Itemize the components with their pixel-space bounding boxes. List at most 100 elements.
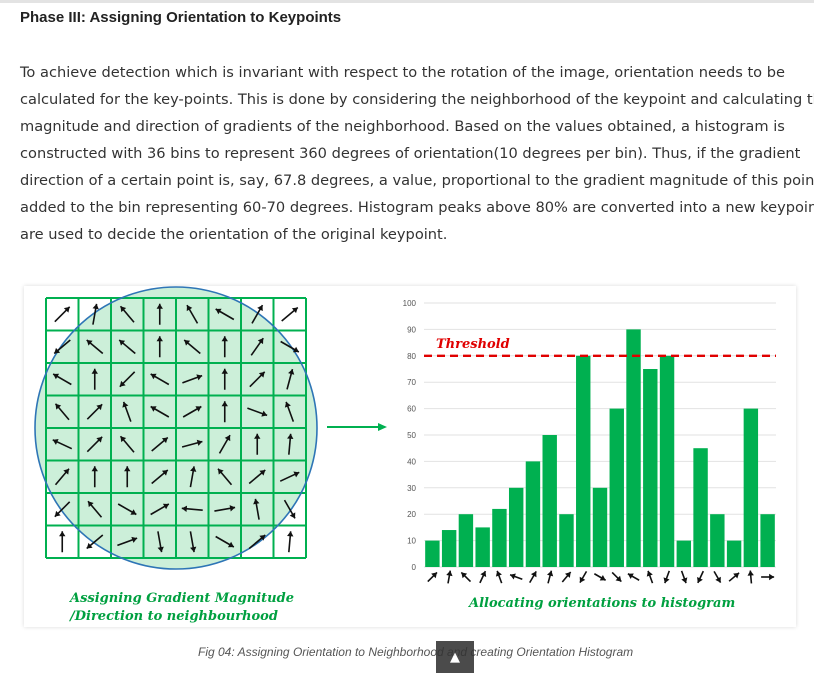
paragraph-line: magnitude and direction of gradients of … xyxy=(20,118,785,135)
histogram-bar xyxy=(508,487,524,567)
gradient-arrow-icon xyxy=(157,531,164,553)
orientation-arrow-icon xyxy=(460,571,472,583)
paragraph-line: are used to decide the orientation of th… xyxy=(20,226,448,243)
paragraph-line: constructed with 36 bins to represent 36… xyxy=(20,145,801,162)
histogram-bar xyxy=(676,540,692,567)
orientation-arrow-icon xyxy=(479,570,487,584)
orientation-arrow-icon xyxy=(529,570,537,584)
neighbourhood-circle-outline xyxy=(34,286,318,570)
orientation-arrow-icon xyxy=(728,572,740,582)
arrow-up-icon: ▲ xyxy=(450,649,460,665)
gradient-arrow-icon xyxy=(86,534,104,550)
section-heading: Phase III: Assigning Orientation to Keyp… xyxy=(20,9,342,26)
y-tick-label: 100 xyxy=(403,299,417,308)
gradient-arrow-icon xyxy=(150,373,170,386)
orientation-arrow-icon xyxy=(579,570,588,584)
gradient-arrow-icon xyxy=(59,531,66,553)
gradient-arrow-icon xyxy=(156,303,163,325)
gradient-arrow-icon xyxy=(91,368,98,390)
histogram-bar xyxy=(542,435,557,567)
orientation-arrow-icon xyxy=(495,570,503,584)
histogram-bar xyxy=(492,508,507,567)
gradient-arrow-icon xyxy=(119,305,135,323)
gradient-arrow-icon xyxy=(183,339,201,355)
histogram-bar xyxy=(559,514,574,567)
gradient-arrow-icon xyxy=(249,371,266,388)
gradient-arrow-icon xyxy=(248,534,266,550)
gradient-arrow-icon xyxy=(287,531,294,553)
left-diagram-label-line2: /Direction to neighbourhood xyxy=(68,609,278,624)
gradient-arrow-icon xyxy=(118,339,136,355)
gradient-arrow-icon xyxy=(286,368,295,390)
gradient-arrow-icon xyxy=(124,466,131,488)
histogram-bar xyxy=(609,408,624,567)
gradient-arrow-icon xyxy=(119,435,135,453)
y-tick-label: 90 xyxy=(407,325,416,334)
histogram-bar xyxy=(659,355,675,567)
gradient-arrow-icon xyxy=(54,468,70,486)
y-tick-label: 0 xyxy=(412,563,417,572)
gradient-arrow-icon xyxy=(181,505,203,512)
paragraph-line: direction of a certain point is, say, 67… xyxy=(20,172,814,189)
y-tick-label: 80 xyxy=(407,352,416,361)
gradient-arrow-icon xyxy=(248,469,266,485)
orientation-arrow-icon xyxy=(427,571,438,583)
gradient-arrow-icon xyxy=(251,304,264,324)
gradient-arrow-icon xyxy=(287,433,294,455)
orientation-histogram: 0 10 20 30 40 50 60 70 80 90 100 Threshold xyxy=(403,299,776,584)
histogram-bar xyxy=(592,487,608,567)
gradient-arrow-icon xyxy=(221,401,228,423)
histogram-bar xyxy=(425,540,440,567)
orientation-arrow-icon xyxy=(663,570,671,584)
gradient-arrow-icon xyxy=(215,535,235,548)
histogram-bar xyxy=(525,461,541,567)
gradient-arrow-icon xyxy=(253,498,260,520)
gradient-arrow-icon xyxy=(281,306,299,322)
figure-panel: 0 10 20 30 40 50 60 70 80 90 100 Threshold Assignin… xyxy=(24,286,796,627)
gradient-arrow-icon xyxy=(150,405,170,418)
gradient-arrow-icon xyxy=(86,339,104,355)
histogram-bar xyxy=(726,540,742,567)
gradient-arrow-icon xyxy=(181,439,203,448)
orientation-arrow-icon xyxy=(627,573,640,581)
y-tick-label: 50 xyxy=(407,431,416,440)
body-paragraph: To achieve detection which is invariant … xyxy=(20,59,814,248)
y-tick-label: 20 xyxy=(407,510,416,519)
histogram-bar xyxy=(760,514,775,567)
flow-arrow-icon xyxy=(327,423,387,431)
histogram-bar xyxy=(458,514,474,567)
gradient-arrow-icon xyxy=(156,336,163,358)
gradient-arrow-icon xyxy=(150,503,170,516)
gradient-arrow-icon xyxy=(52,373,72,386)
y-tick-label: 40 xyxy=(407,457,416,466)
gradient-arrow-icon xyxy=(53,339,71,355)
y-tick-label: 10 xyxy=(407,537,416,546)
histogram-bar xyxy=(710,514,725,567)
gradient-arrow-icon xyxy=(214,505,236,512)
y-tick-label: 70 xyxy=(407,378,416,387)
paragraph-line: To achieve detection which is invariant … xyxy=(20,64,785,81)
gradient-arrow-icon xyxy=(182,405,202,418)
gradient-arrow-icon xyxy=(217,468,233,486)
histogram-bar xyxy=(643,369,658,567)
gradient-arrow-icon xyxy=(54,403,70,421)
gradient-arrow-icon xyxy=(186,304,199,324)
histogram-bar xyxy=(626,329,641,567)
gradient-arrow-icon xyxy=(283,499,296,519)
gradient-arrow-icon xyxy=(189,531,197,553)
gradient-arrow-icon xyxy=(215,308,235,321)
histogram-bar xyxy=(441,530,457,567)
gradient-arrow-icon xyxy=(221,336,228,358)
orientation-arrow-icon xyxy=(509,573,523,580)
orientation-arrow-icon xyxy=(680,570,688,584)
y-tick-label: 30 xyxy=(407,484,416,493)
histogram-bar xyxy=(475,527,490,567)
gradient-arrow-icon xyxy=(122,401,132,422)
gradient-arrow-icon xyxy=(218,434,231,454)
gradient-arrow-icon xyxy=(250,337,264,356)
gradient-arrow-icon xyxy=(151,469,169,485)
gradient-arrow-icon xyxy=(86,403,103,420)
orientation-arrow-icon xyxy=(761,573,775,581)
gradient-arrow-icon xyxy=(54,501,71,518)
scroll-to-top-button[interactable]: ▲ xyxy=(436,641,474,673)
